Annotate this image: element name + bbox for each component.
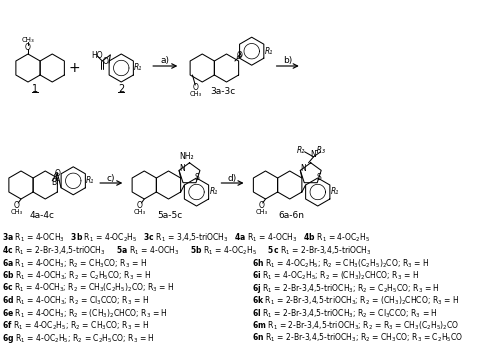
Text: $\mathbf{6c}$ R$_1$ = 4-OCH$_3$; R$_2$ = CH$_3$(C$_2$H$_5$)$_2$CO; R$_3$ = H: $\mathbf{6c}$ R$_1$ = 4-OCH$_3$; R$_2$ =…: [2, 282, 174, 295]
Text: CH₃: CH₃: [189, 91, 202, 97]
Text: O: O: [14, 201, 20, 210]
Text: $\mathbf{4c}$ R$_1$ = 2-Br-3,4,5-triOCH$_3$     $\mathbf{5a}$ R$_1$ = 4-OCH$_3$ : $\mathbf{4c}$ R$_1$ = 2-Br-3,4,5-triOCH$…: [2, 244, 372, 257]
Text: a): a): [160, 56, 170, 66]
Text: R₁: R₁: [134, 63, 142, 72]
Text: CH₃: CH₃: [255, 209, 268, 215]
Text: $\mathbf{6g}$ R$_1$ = 4-OC$_2$H$_5$; R$_2$ = C$_2$H$_5$CO; R$_3$ = H: $\mathbf{6g}$ R$_1$ = 4-OC$_2$H$_5$; R$_…: [2, 332, 155, 345]
Text: $\mathbf{6b}$ R$_1$ = 4-OCH$_3$; R$_2$ = C$_2$H$_5$CO; R$_3$ = H: $\mathbf{6b}$ R$_1$ = 4-OCH$_3$; R$_2$ =…: [2, 269, 151, 282]
Text: N: N: [179, 164, 184, 173]
Text: $\mathbf{6l}$ R$_1$ = 2-Br-3,4,5-triOCH$_3$; R$_2$ = Cl$_3$CCO; R$_3$ = H: $\mathbf{6l}$ R$_1$ = 2-Br-3,4,5-triOCH$…: [252, 307, 438, 320]
Text: $\mathbf{6e}$ R$_1$ = 4-OCH$_3$; R$_2$ = (CH$_3$)$_2$CHCO; R$_3$ = H: $\mathbf{6e}$ R$_1$ = 4-OCH$_3$; R$_2$ =…: [2, 307, 168, 320]
Text: R₂: R₂: [296, 146, 304, 155]
Text: O: O: [137, 201, 143, 210]
Text: O: O: [258, 201, 264, 210]
Text: $\mathbf{3a}$ R$_1$ = 4-OCH$_3$   $\mathbf{3b}$ R$_1$ = 4-OC$_2$H$_5$   $\mathbf: $\mathbf{3a}$ R$_1$ = 4-OCH$_3$ $\mathbf…: [2, 232, 370, 244]
Text: CH₃: CH₃: [10, 209, 23, 215]
Text: 5a-5c: 5a-5c: [158, 210, 183, 219]
Text: S: S: [195, 173, 200, 182]
Text: HO: HO: [91, 51, 103, 59]
Text: R₁: R₁: [330, 188, 339, 197]
Text: $\mathbf{6h}$ R$_1$ = 4-OC$_2$H$_5$; R$_2$ = CH$_3$(C$_2$H$_5$)$_2$CO; R$_3$ = H: $\mathbf{6h}$ R$_1$ = 4-OC$_2$H$_5$; R$_…: [252, 257, 430, 269]
Text: b): b): [283, 56, 292, 66]
Text: 6a-6n: 6a-6n: [278, 210, 304, 219]
Text: O: O: [237, 51, 243, 60]
Text: R₁: R₁: [264, 47, 273, 56]
Text: O: O: [192, 83, 198, 92]
Text: O: O: [25, 42, 31, 51]
Text: CH₃: CH₃: [22, 37, 35, 43]
Text: $\mathbf{6k}$ R$_1$ = 2-Br-3,4,5-triOCH$_3$; R$_2$ = (CH$_3$)$_2$CHCO; R$_3$ = H: $\mathbf{6k}$ R$_1$ = 2-Br-3,4,5-triOCH$…: [252, 295, 460, 307]
Text: $\mathbf{6m}$ R$_1$ = 2-Br-3,4,5-triOCH$_3$; R$_2$ = R$_3$ = CH$_3$(C$_2$H$_5$)$: $\mathbf{6m}$ R$_1$ = 2-Br-3,4,5-triOCH$…: [252, 320, 459, 332]
Text: O: O: [102, 58, 108, 67]
Text: Br: Br: [51, 178, 60, 187]
Text: $\mathbf{6f}$ R$_1$ = 4-OC$_2$H$_5$; R$_2$ = CH$_3$CO; R$_3$ = H: $\mathbf{6f}$ R$_1$ = 4-OC$_2$H$_5$; R$_…: [2, 320, 149, 332]
Text: $\mathbf{6j}$ R$_1$ = 2-Br-3,4,5-triOCH$_3$; R$_2$ = C$_2$H$_5$CO; R$_3$ = H: $\mathbf{6j}$ R$_1$ = 2-Br-3,4,5-triOCH$…: [252, 282, 440, 295]
Text: $\mathbf{6a}$ R$_1$ = 4-OCH$_3$; R$_2$ = CH$_3$CO; R$_3$ = H: $\mathbf{6a}$ R$_1$ = 4-OCH$_3$; R$_2$ =…: [2, 257, 147, 269]
Text: N: N: [310, 150, 316, 159]
Text: 4a-4c: 4a-4c: [30, 210, 54, 219]
Text: S: S: [316, 173, 321, 182]
Text: CH₃: CH₃: [134, 209, 146, 215]
Text: $\mathbf{6d}$ R$_1$ = 4-OCH$_3$; R$_2$ = Cl$_3$CCO; R$_3$ = H: $\mathbf{6d}$ R$_1$ = 4-OCH$_3$; R$_2$ =…: [2, 295, 149, 307]
Text: 1: 1: [32, 84, 38, 94]
Text: R₁: R₁: [210, 188, 218, 197]
Text: c): c): [107, 173, 116, 182]
Text: O: O: [54, 169, 60, 178]
Text: N: N: [300, 164, 306, 173]
Text: $\mathbf{6n}$ R$_1$ = 2-Br-3,4,5-triOCH$_3$; R$_2$ = CH$_3$CO; R$_3$ = C$_2$H$_5: $\mathbf{6n}$ R$_1$ = 2-Br-3,4,5-triOCH$…: [252, 332, 464, 345]
Text: $\mathbf{6i}$ R$_1$ = 4-OC$_2$H$_5$; R$_2$ = (CH$_3$)$_2$CHCO; R$_3$ = H: $\mathbf{6i}$ R$_1$ = 4-OC$_2$H$_5$; R$_…: [252, 269, 419, 282]
Text: +: +: [68, 61, 80, 75]
Text: 3a-3c: 3a-3c: [210, 88, 236, 97]
Text: -R₃: -R₃: [315, 146, 326, 155]
Text: 2: 2: [118, 84, 124, 94]
Text: R₁: R₁: [86, 176, 94, 185]
Text: NH₂: NH₂: [179, 152, 194, 161]
Text: d): d): [228, 173, 237, 182]
